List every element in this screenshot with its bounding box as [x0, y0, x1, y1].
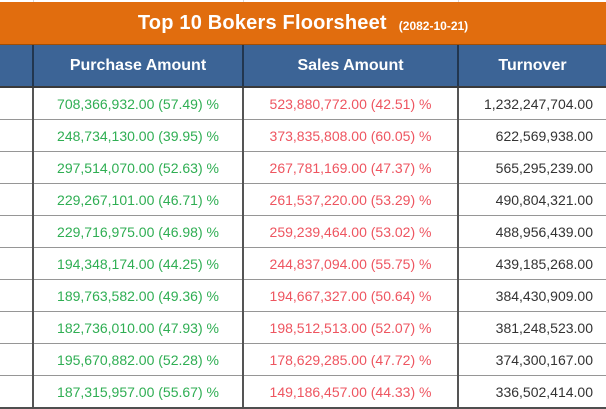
sales-amount-cell: 149,186,457.00 (44.33) % [242, 375, 458, 409]
floorsheet-table: Purchase Amount Sales Amount Turnover 70… [0, 45, 606, 409]
table-row: 248,734,130.00 (39.95) % 373,835,808.00 … [0, 119, 606, 152]
sales-amount-cell: 259,239,464.00 (53.02) % [242, 215, 458, 248]
sales-amount-cell: 194,667,327.00 (50.64) % [242, 279, 458, 312]
row-index-cell [0, 86, 33, 120]
title-bar: Top 10 Bokers Floorsheet (2082-10-21) [0, 2, 606, 45]
sales-amount-cell: 261,537,220.00 (53.29) % [242, 183, 458, 216]
row-index-cell [0, 119, 33, 152]
purchase-amount-cell: 708,366,932.00 (57.49) % [32, 86, 243, 120]
row-index-cell [0, 183, 33, 216]
turnover-cell: 622,569,938.00 [457, 119, 606, 152]
sales-amount-cell: 373,835,808.00 (60.05) % [242, 119, 458, 152]
purchase-amount-cell: 187,315,957.00 (55.67) % [32, 375, 243, 409]
row-index-cell [0, 151, 33, 184]
page-title: Top 10 Bokers Floorsheet [137, 11, 387, 34]
sales-amount-cell: 523,880,772.00 (42.51) % [242, 86, 458, 120]
turnover-cell: 336,502,414.00 [457, 375, 606, 409]
header-row: Purchase Amount Sales Amount Turnover [0, 45, 606, 88]
turnover-cell: 490,804,321.00 [457, 183, 606, 216]
row-index-cell [0, 247, 33, 280]
title-date: (2082-10-21) [398, 18, 469, 33]
table-row: 189,763,582.00 (49.36) % 194,667,327.00 … [0, 279, 606, 312]
purchase-amount-cell: 194,348,174.00 (44.25) % [32, 247, 243, 280]
turnover-cell: 1,232,247,704.00 [457, 86, 606, 120]
purchase-amount-cell: 182,736,010.00 (47.93) % [32, 311, 243, 344]
table-row: 195,670,882.00 (52.28) % 178,629,285.00 … [0, 343, 606, 376]
row-index-cell [0, 215, 33, 248]
turnover-cell: 565,295,239.00 [457, 151, 606, 184]
table-row: 229,716,975.00 (46.98) % 259,239,464.00 … [0, 215, 606, 248]
purchase-amount-cell: 195,670,882.00 (52.28) % [32, 343, 243, 376]
header-turnover: Turnover [457, 45, 606, 88]
table-row: 182,736,010.00 (47.93) % 198,512,513.00 … [0, 311, 606, 344]
turnover-cell: 381,248,523.00 [457, 311, 606, 344]
table-row: 229,267,101.00 (46.71) % 261,537,220.00 … [0, 183, 606, 216]
row-index-cell [0, 311, 33, 344]
sales-amount-cell: 178,629,285.00 (47.72) % [242, 343, 458, 376]
turnover-cell: 374,300,167.00 [457, 343, 606, 376]
purchase-amount-cell: 248,734,130.00 (39.95) % [32, 119, 243, 152]
header-empty [0, 45, 33, 88]
header-purchase-amount: Purchase Amount [32, 45, 243, 88]
row-index-cell [0, 279, 33, 312]
row-index-cell [0, 343, 33, 376]
sales-amount-cell: 244,837,094.00 (55.75) % [242, 247, 458, 280]
purchase-amount-cell: 229,716,975.00 (46.98) % [32, 215, 243, 248]
sales-amount-cell: 267,781,169.00 (47.37) % [242, 151, 458, 184]
turnover-cell: 488,956,439.00 [457, 215, 606, 248]
sales-amount-cell: 198,512,513.00 (52.07) % [242, 311, 458, 344]
header-sales-amount: Sales Amount [242, 45, 458, 88]
purchase-amount-cell: 189,763,582.00 (49.36) % [32, 279, 243, 312]
turnover-cell: 384,430,909.00 [457, 279, 606, 312]
purchase-amount-cell: 229,267,101.00 (46.71) % [32, 183, 243, 216]
table-row: 187,315,957.00 (55.67) % 149,186,457.00 … [0, 375, 606, 409]
purchase-amount-cell: 297,514,070.00 (52.63) % [32, 151, 243, 184]
table-row: 297,514,070.00 (52.63) % 267,781,169.00 … [0, 151, 606, 184]
row-index-cell [0, 375, 33, 409]
table-row: 708,366,932.00 (57.49) % 523,880,772.00 … [0, 86, 606, 120]
table-row: 194,348,174.00 (44.25) % 244,837,094.00 … [0, 247, 606, 280]
turnover-cell: 439,185,268.00 [457, 247, 606, 280]
